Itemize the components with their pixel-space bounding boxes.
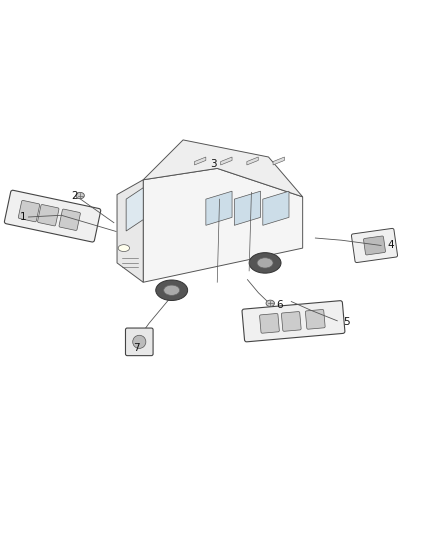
Polygon shape (247, 157, 258, 165)
Text: 3: 3 (210, 159, 217, 169)
Text: 2: 2 (71, 190, 78, 200)
Text: 6: 6 (276, 301, 283, 311)
Ellipse shape (257, 258, 273, 268)
Text: 7: 7 (133, 343, 140, 353)
Text: 4: 4 (387, 240, 394, 251)
Ellipse shape (164, 285, 180, 295)
Ellipse shape (156, 280, 187, 301)
FancyBboxPatch shape (4, 190, 101, 242)
FancyBboxPatch shape (38, 205, 59, 226)
FancyBboxPatch shape (282, 312, 301, 332)
FancyBboxPatch shape (182, 151, 228, 185)
FancyBboxPatch shape (125, 328, 153, 356)
Polygon shape (234, 191, 261, 225)
Polygon shape (126, 188, 143, 231)
FancyBboxPatch shape (59, 209, 81, 230)
Polygon shape (263, 191, 289, 225)
FancyBboxPatch shape (305, 310, 325, 329)
Ellipse shape (118, 245, 130, 252)
Polygon shape (194, 157, 206, 165)
Polygon shape (143, 140, 303, 197)
FancyBboxPatch shape (242, 301, 345, 342)
Polygon shape (221, 157, 232, 165)
FancyBboxPatch shape (260, 313, 279, 333)
Polygon shape (143, 168, 303, 282)
Ellipse shape (249, 253, 281, 273)
FancyBboxPatch shape (194, 158, 216, 177)
FancyBboxPatch shape (18, 200, 40, 222)
Polygon shape (117, 180, 143, 282)
Polygon shape (206, 191, 232, 225)
FancyBboxPatch shape (364, 236, 385, 255)
Ellipse shape (266, 300, 275, 306)
Text: 5: 5 (343, 317, 350, 327)
Text: 1: 1 (19, 212, 26, 222)
Polygon shape (273, 157, 284, 165)
Ellipse shape (76, 192, 85, 199)
FancyBboxPatch shape (351, 228, 398, 263)
Ellipse shape (133, 335, 146, 349)
